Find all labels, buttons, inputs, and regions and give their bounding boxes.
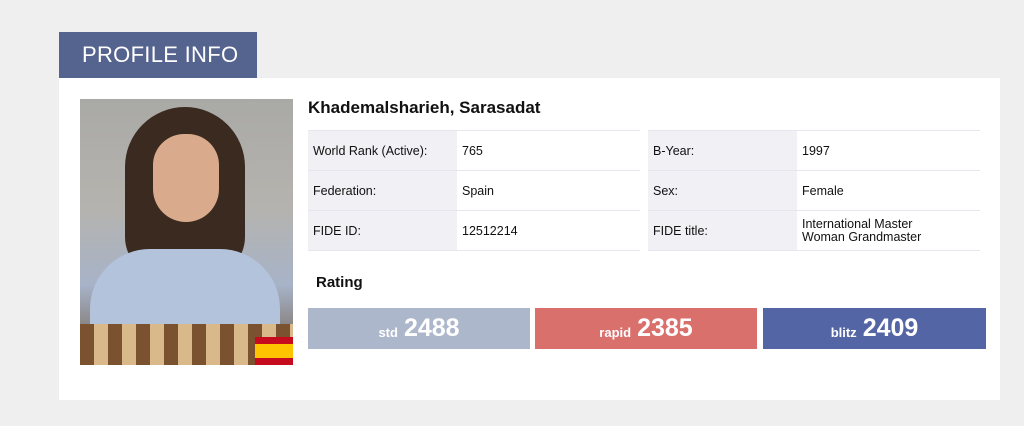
table-row: FIDE title: International Master Woman Gra… bbox=[648, 210, 980, 251]
table-row: Sex: Female bbox=[648, 170, 980, 211]
value: 1997 bbox=[797, 130, 980, 171]
value: Female bbox=[797, 170, 980, 211]
label: B-Year: bbox=[648, 130, 797, 171]
table-row: B-Year: 1997 bbox=[648, 130, 980, 171]
table-row: Federation: Spain bbox=[308, 170, 640, 211]
label: FIDE title: bbox=[648, 210, 797, 251]
value: Spain bbox=[457, 170, 640, 211]
label: World Rank (Active): bbox=[308, 130, 457, 171]
player-name: Khademalsharieh, Sarasadat bbox=[308, 98, 541, 117]
table-row: World Rank (Active): 765 bbox=[308, 130, 640, 171]
rating-rapid: rapid 2385 bbox=[535, 308, 757, 349]
rating-heading: Rating bbox=[316, 274, 363, 291]
value: 765 bbox=[457, 130, 640, 171]
label: Sex: bbox=[648, 170, 797, 211]
spain-flag-icon bbox=[255, 337, 293, 365]
profile-info-tab: PROFILE INFO bbox=[59, 32, 257, 78]
details-table-left: World Rank (Active): 765 Federation: Spain… bbox=[308, 130, 640, 251]
value: 12512214 bbox=[457, 210, 640, 251]
label: FIDE ID: bbox=[308, 210, 457, 251]
rating-std: std 2488 bbox=[308, 308, 530, 349]
player-photo bbox=[80, 99, 293, 365]
table-row: FIDE ID: 12512214 bbox=[308, 210, 640, 251]
value: International Master Woman Grandmaster bbox=[797, 210, 980, 251]
details-table-right: B-Year: 1997 Sex: Female FIDE title: Intern… bbox=[648, 130, 980, 251]
label: Federation: bbox=[308, 170, 457, 211]
rating-blitz: blitz 2409 bbox=[763, 308, 986, 349]
